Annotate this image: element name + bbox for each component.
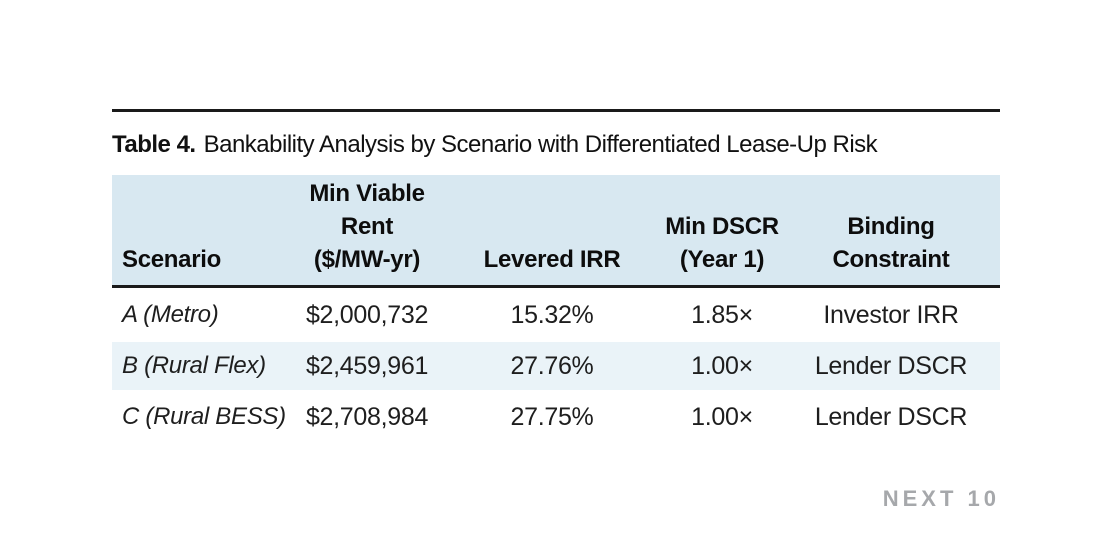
cell-binding-constraint: Lender DSCR bbox=[814, 351, 968, 380]
cell-levered-irr: 27.76% bbox=[510, 351, 594, 380]
bankability-table: Scenario Min Viable Rent ($/MW-yr) Lever… bbox=[112, 175, 1000, 444]
col-header-min-viable-rent: Min Viable Rent ($/MW-yr) bbox=[309, 180, 425, 273]
cell-levered-irr: 27.75% bbox=[510, 402, 594, 431]
cell-binding-constraint: Lender DSCR bbox=[814, 402, 968, 431]
cell-levered-irr: 15.32% bbox=[510, 300, 594, 329]
col-header-binding-constraint: Binding Constraint bbox=[832, 213, 950, 273]
next10-logo: NEXT 10 bbox=[882, 486, 1000, 511]
cell-min-dscr: 1.00× bbox=[691, 402, 753, 431]
table-row-scenario-b: B (Rural Flex) $2,459,961 27.76% 1.00× L… bbox=[112, 342, 1000, 390]
cell-scenario: C (Rural BESS) bbox=[122, 403, 286, 430]
table-header-row: Scenario Min Viable Rent ($/MW-yr) Lever… bbox=[112, 175, 1000, 288]
cell-min-viable-rent: $2,000,732 bbox=[305, 300, 429, 329]
cell-min-viable-rent: $2,708,984 bbox=[305, 402, 429, 431]
table-caption-label: Table 4. bbox=[112, 131, 196, 158]
col-header-min-dscr: Min DSCR (Year 1) bbox=[665, 213, 779, 273]
top-rule bbox=[112, 109, 1000, 112]
table-caption: Table 4. Bankability Analysis by Scenario… bbox=[112, 131, 1012, 159]
cell-binding-constraint: Investor IRR bbox=[823, 300, 959, 329]
cell-min-dscr: 1.00× bbox=[691, 351, 753, 380]
cell-min-dscr: 1.85× bbox=[691, 300, 753, 329]
col-header-levered-irr: Levered IRR bbox=[483, 246, 621, 273]
cell-scenario: A (Metro) bbox=[122, 301, 219, 328]
cell-min-viable-rent: $2,459,961 bbox=[305, 351, 429, 380]
table-row-scenario-c: C (Rural BESS) $2,708,984 27.75% 1.00× L… bbox=[112, 390, 1000, 444]
col-header-scenario: Scenario bbox=[122, 246, 221, 273]
table-caption-text: Bankability Analysis by Scenario with Di… bbox=[203, 131, 878, 158]
table-row-scenario-a: A (Metro) $2,000,732 15.32% 1.85× Invest… bbox=[112, 288, 1000, 342]
cell-scenario: B (Rural Flex) bbox=[122, 352, 266, 379]
